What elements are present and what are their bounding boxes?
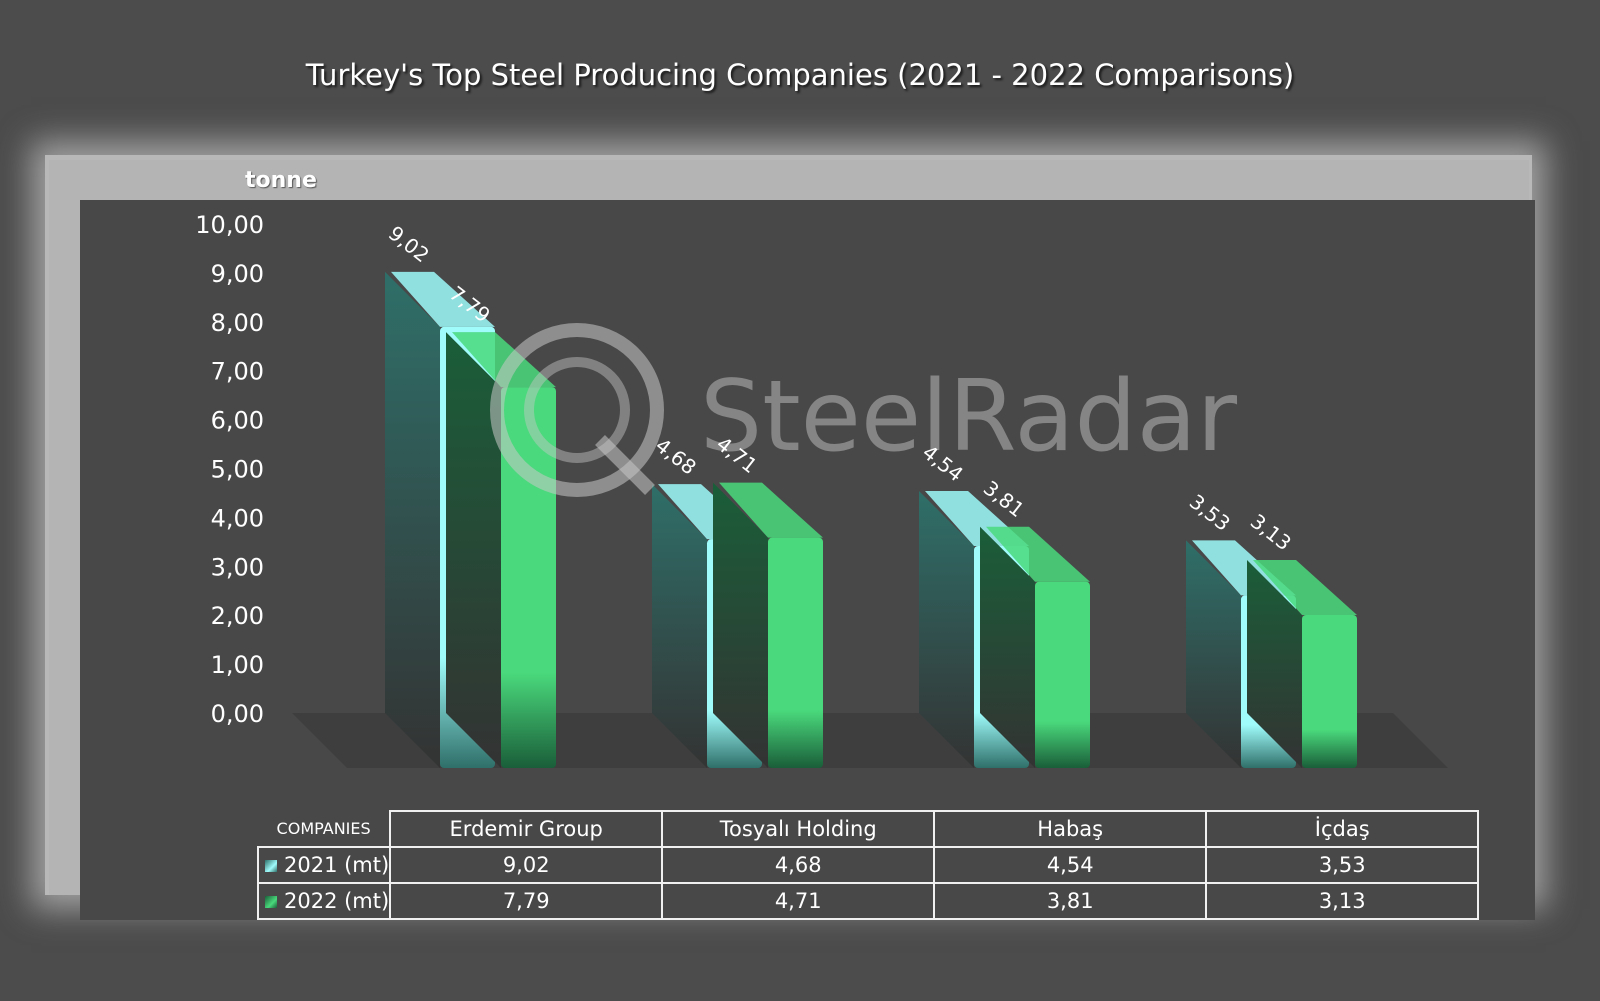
bar-side <box>446 332 501 768</box>
table-cell: 4,71 <box>661 882 936 920</box>
y-tick-label: 2,00 <box>211 602 264 630</box>
legend-label: 2021 (mt) <box>284 853 390 877</box>
table-cell: 3,53 <box>1205 846 1480 884</box>
table-cell: 9,02 <box>389 846 664 884</box>
y-tick-label: 8,00 <box>211 309 264 337</box>
bar-front <box>1302 614 1357 768</box>
bar-side <box>919 490 974 768</box>
y-tick-label: 4,00 <box>211 504 264 532</box>
bar-top <box>986 526 1090 582</box>
chart-floor <box>292 713 1448 768</box>
watermark: SteelRadar <box>490 323 1238 497</box>
legend-key-icon <box>265 860 277 872</box>
watermark-logo-icon <box>490 323 664 497</box>
table-cell: 3,81 <box>933 882 1208 920</box>
data-label: 3,13 <box>1246 509 1296 555</box>
category-label: İçdaş <box>1205 810 1480 847</box>
watermark-logo-ring <box>524 357 630 463</box>
bar <box>980 526 1090 768</box>
data-label: 3,53 <box>1185 489 1235 535</box>
bar-side <box>652 484 707 768</box>
category-label: Erdemir Group <box>389 810 664 847</box>
legend-key-icon <box>265 896 277 908</box>
y-tick-label: 5,00 <box>211 456 264 484</box>
bar-side <box>1247 559 1302 768</box>
table-header-row: COMPANIES Erdemir Group Tosyalı Holding … <box>258 810 1480 847</box>
y-tick-label: 7,00 <box>211 358 264 386</box>
bar-side <box>385 271 440 768</box>
chart-title: Turkey's Top Steel Producing Companies (… <box>305 58 1295 92</box>
y-tick-label: 10,00 <box>195 211 264 239</box>
table-row-2022: 2022 (mt) 7,79 4,71 3,81 3,13 <box>256 882 1480 920</box>
bar-top <box>719 482 823 538</box>
bar-side <box>713 482 768 768</box>
bar-top <box>1253 559 1357 615</box>
bar <box>1247 559 1357 768</box>
y-axis-unit: tonne <box>245 168 317 193</box>
bar-side <box>1186 540 1241 768</box>
bar-front <box>768 537 823 768</box>
y-tick-label: 0,00 <box>211 700 264 728</box>
data-label: 9,02 <box>384 221 434 267</box>
table-cell: 7,79 <box>389 882 664 920</box>
bar-top <box>391 271 495 327</box>
bar-front <box>1035 581 1090 768</box>
bar <box>713 482 823 768</box>
table-cell: 3,13 <box>1205 882 1480 920</box>
bar-top <box>452 332 556 388</box>
legend-label: 2022 (mt) <box>284 889 390 913</box>
watermark-text: SteelRadar <box>700 360 1238 474</box>
y-tick-label: 3,00 <box>211 553 264 581</box>
table-row-2021: 2021 (mt) 9,02 4,68 4,54 3,53 <box>256 846 1480 884</box>
bar-side <box>980 526 1035 768</box>
table-header-companies: COMPANIES <box>258 811 392 847</box>
bar-top <box>1192 540 1296 596</box>
y-tick-label: 1,00 <box>211 651 264 679</box>
legend-entry-2021: 2021 (mt) <box>256 846 392 884</box>
watermark-logo-tail <box>595 435 655 495</box>
legend-entry-2022: 2022 (mt) <box>256 882 392 920</box>
category-label: Tosyalı Holding <box>661 810 936 847</box>
y-tick-label: 6,00 <box>211 407 264 435</box>
y-tick-label: 9,00 <box>211 260 264 288</box>
table-cell: 4,68 <box>661 846 936 884</box>
category-label: Habaş <box>933 810 1208 847</box>
table-cell: 4,54 <box>933 846 1208 884</box>
data-table: COMPANIES Erdemir Group Tosyalı Holding … <box>256 810 1480 920</box>
